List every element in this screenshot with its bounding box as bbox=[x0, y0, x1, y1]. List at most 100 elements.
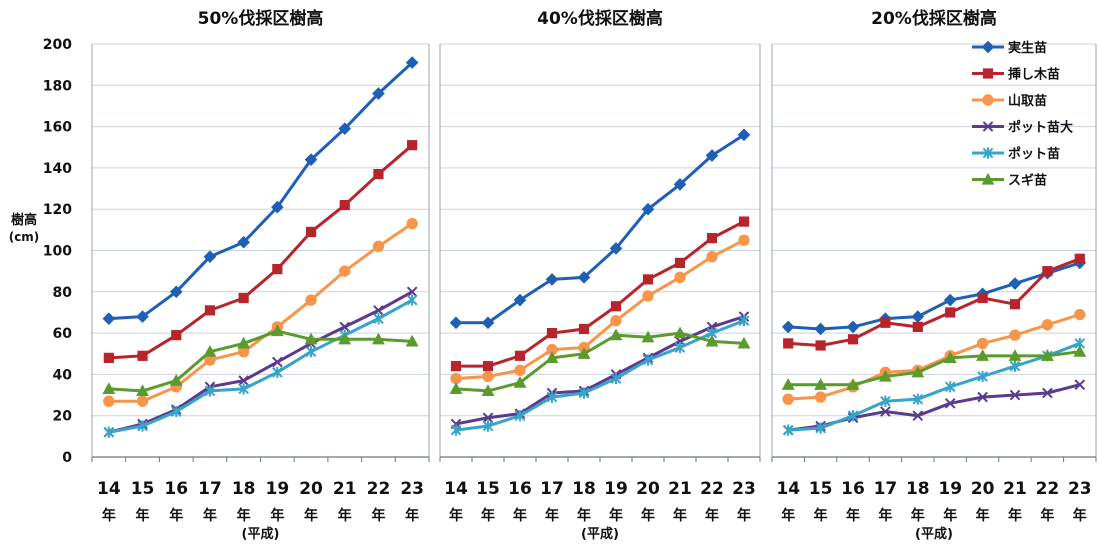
data-point bbox=[578, 387, 590, 399]
data-point bbox=[880, 406, 891, 417]
data-point bbox=[372, 87, 385, 100]
x-axis-title: (平成) bbox=[242, 526, 280, 542]
data-point bbox=[272, 356, 283, 368]
data-point bbox=[238, 292, 249, 304]
y-axis-title: 樹高 (cm) bbox=[4, 212, 44, 246]
series-line bbox=[456, 220, 745, 368]
data-point bbox=[781, 378, 795, 390]
x-tick-label: 20 bbox=[971, 479, 995, 499]
data-point bbox=[514, 364, 526, 376]
data-point bbox=[238, 383, 249, 395]
x-tick-label: 17 bbox=[874, 479, 898, 499]
data-point bbox=[513, 293, 527, 307]
data-point bbox=[1009, 299, 1021, 310]
x-tick-suffix: 年 bbox=[814, 507, 828, 524]
x-tick-suffix: 年 bbox=[136, 507, 150, 524]
data-point bbox=[545, 351, 559, 363]
data-point bbox=[449, 382, 463, 394]
data-point bbox=[674, 271, 686, 284]
data-point bbox=[406, 217, 418, 230]
series-line bbox=[108, 290, 413, 434]
data-point bbox=[846, 378, 860, 390]
data-point bbox=[847, 334, 859, 345]
y-tick-label: 20 bbox=[53, 409, 73, 425]
x-tick-suffix: 年 bbox=[270, 507, 284, 524]
data-point bbox=[372, 240, 385, 253]
legend-label: 挿し木苗 bbox=[1008, 67, 1060, 83]
data-point bbox=[304, 332, 318, 345]
data-point bbox=[1040, 349, 1054, 361]
series-line bbox=[788, 261, 1081, 331]
data-point bbox=[204, 385, 216, 397]
data-point bbox=[738, 315, 750, 327]
data-point bbox=[610, 301, 622, 312]
data-point bbox=[481, 384, 495, 397]
data-point bbox=[674, 341, 686, 354]
data-point bbox=[912, 321, 923, 333]
x-tick-label: 19 bbox=[938, 479, 962, 499]
data-point bbox=[171, 330, 182, 341]
data-point bbox=[977, 370, 988, 383]
data-point bbox=[405, 56, 419, 69]
y-tick-label: 180 bbox=[43, 78, 72, 94]
data-point bbox=[169, 373, 183, 386]
data-point bbox=[546, 391, 558, 403]
data-point bbox=[642, 290, 654, 302]
x-tick-label: 14 bbox=[776, 479, 800, 499]
x-tick-suffix: 年 bbox=[943, 507, 957, 524]
data-point bbox=[814, 322, 827, 336]
data-point bbox=[1041, 319, 1054, 331]
legend-label: 実生苗 bbox=[1008, 40, 1047, 56]
chart-title: 40%伐採区樹高 bbox=[537, 8, 663, 29]
chart-panel: 40%伐採区樹高 14 年 15 年 16 年 17 年 18 年 19 年 20 年 21 年 22 年 23 年 (平… bbox=[439, 8, 761, 542]
data-point bbox=[136, 395, 149, 407]
data-point bbox=[976, 349, 990, 361]
x-tick-suffix: 年 bbox=[304, 507, 318, 524]
data-point bbox=[1074, 379, 1086, 391]
data-point bbox=[814, 378, 828, 390]
data-point bbox=[976, 337, 989, 350]
x-tick-suffix: 年 bbox=[405, 507, 419, 524]
x-tick-label: 22 bbox=[367, 479, 391, 499]
data-point bbox=[880, 395, 891, 407]
data-point bbox=[339, 321, 351, 333]
data-point bbox=[137, 350, 148, 361]
data-point bbox=[450, 372, 462, 385]
x-tick-label: 20 bbox=[636, 479, 660, 499]
series-line bbox=[108, 61, 414, 321]
x-tick-suffix: 年 bbox=[481, 507, 495, 524]
legend-marker bbox=[982, 94, 994, 106]
data-point bbox=[482, 420, 494, 432]
x-tick-suffix: 年 bbox=[102, 507, 116, 524]
series-line bbox=[788, 350, 1080, 387]
data-point bbox=[578, 323, 590, 335]
data-point bbox=[513, 376, 527, 388]
x-tick-label: 15 bbox=[476, 479, 500, 499]
data-point bbox=[103, 352, 114, 363]
series-line bbox=[788, 257, 1081, 347]
data-point bbox=[482, 412, 494, 424]
x-tick-suffix: 年 bbox=[1040, 507, 1054, 524]
data-point bbox=[737, 128, 751, 142]
x-tick-label: 23 bbox=[732, 479, 756, 499]
x-tick-label: 14 bbox=[444, 479, 468, 499]
data-point bbox=[782, 393, 794, 405]
x-tick-suffix: 年 bbox=[705, 507, 719, 524]
data-point bbox=[847, 410, 859, 422]
data-point bbox=[237, 235, 250, 249]
data-point bbox=[405, 334, 419, 347]
data-point bbox=[738, 216, 750, 227]
y-tick-label: 0 bbox=[62, 450, 72, 466]
data-point bbox=[372, 332, 385, 345]
data-point bbox=[482, 361, 494, 372]
data-point bbox=[706, 250, 718, 263]
data-point bbox=[102, 382, 116, 394]
legend-marker bbox=[981, 172, 995, 185]
chart-panel: 0 20 40 60 80 100 120 140 160 180 200 50%伐採区樹高 14 年 15… bbox=[43, 8, 430, 542]
data-point bbox=[270, 324, 284, 337]
data-point bbox=[102, 312, 116, 325]
x-tick-suffix: 年 bbox=[976, 507, 990, 524]
data-point bbox=[977, 391, 988, 403]
